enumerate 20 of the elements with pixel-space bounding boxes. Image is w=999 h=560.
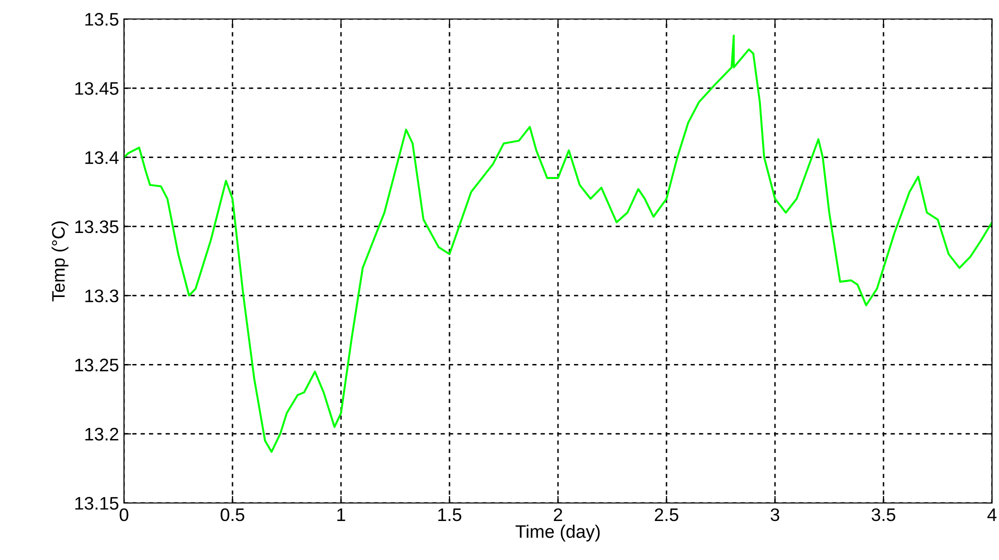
line-series [124,34,992,453]
y-tick-label: 13.5 [85,12,118,26]
x-tick-label: 2.5 [654,508,678,522]
x-tick-label: 2 [554,508,562,521]
x-tick-label: 0.5 [220,508,244,522]
x-axis-title: Time (day) [516,524,600,542]
y-tick-label: 13.4 [85,151,119,164]
y-tick-label: 13.2 [85,428,118,441]
y-tick-label: 13.45 [75,82,118,95]
x-tick-label: 4 [987,508,996,521]
y-axis-title: Temp (°C) [52,221,68,302]
x-tick-label: 3 [770,508,780,522]
x-tick-label: 3.5 [872,508,896,522]
x-tick-label: 0 [120,508,128,522]
y-tick-label: 13.25 [75,358,118,372]
y-tick-label: 13.35 [75,220,118,234]
y-tick-label: 13.3 [85,290,118,302]
y-tick-label: 13.15 [75,496,118,510]
x-tick-label: 1 [337,508,346,521]
x-tick-label: 1.5 [438,508,462,522]
